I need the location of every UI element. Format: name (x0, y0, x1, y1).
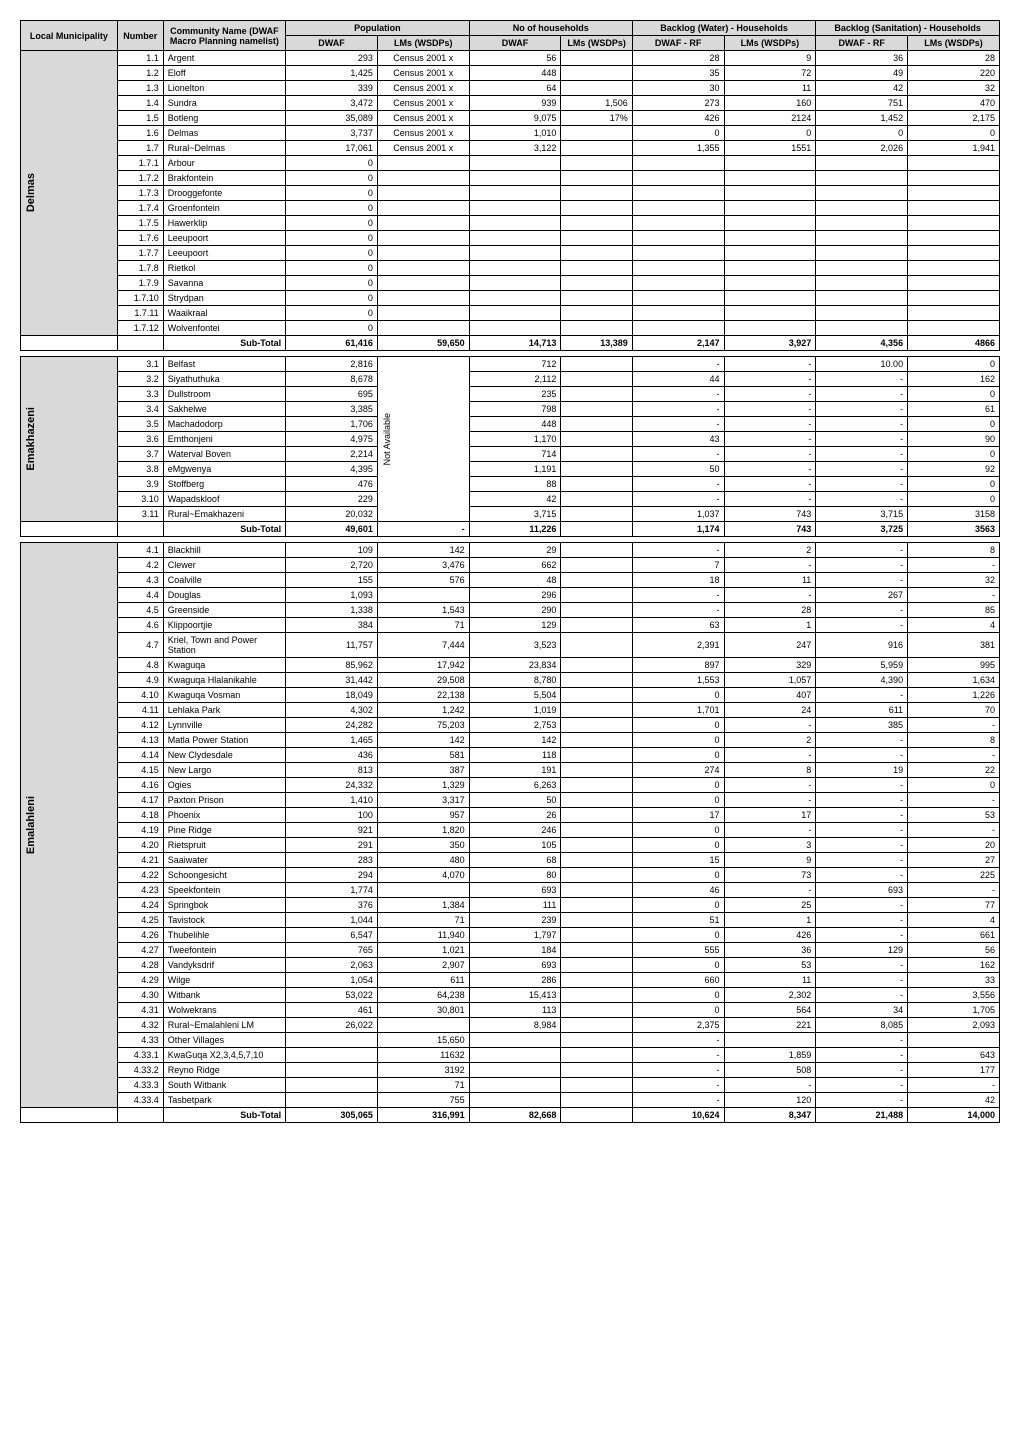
lms-not-available: Not Available (377, 357, 469, 522)
municipality-cell: Emalahleni (21, 543, 118, 1108)
table-row: 4.33.4Tasbetpark755-120-42 (21, 1093, 1000, 1108)
table-row: 4.29Wilge1,05461128666011-33 (21, 973, 1000, 988)
table-row: 1.7Rural~Delmas17,061Census 2001 x3,1221… (21, 141, 1000, 156)
table-row: 4.28Vandyksdrif2,0632,907693053-162 (21, 958, 1000, 973)
table-row: 3.4Sakhelwe3,385798---61 (21, 402, 1000, 417)
table-row: 4.22Schoongesicht2944,07080073-225 (21, 868, 1000, 883)
hdr-lms-wsdps-3: LMs (WSDPs) (724, 36, 816, 51)
table-row: 4.23Speekfontein1,77469346-693- (21, 883, 1000, 898)
table-row: 1.7.10Strydpan0 (21, 291, 1000, 306)
hdr-no-households: No of households (469, 21, 632, 36)
municipality-cell: Delmas (21, 51, 118, 336)
table-row: 4.32Rural~Emalahleni LM26,0228,9842,3752… (21, 1018, 1000, 1033)
table-row: 4.12Lynnville24,28275,2032,7530-385- (21, 718, 1000, 733)
table-row: 1.7.4Groenfontein0 (21, 201, 1000, 216)
table-row: 4.2Clewer2,7203,4766627--- (21, 558, 1000, 573)
hdr-local-municipality: Local Municipality (21, 21, 118, 51)
table-row: 4.16Ogies24,3321,3296,2630--0 (21, 778, 1000, 793)
table-row: 4.9Kwaguqa Hlalanikahle31,44229,5088,780… (21, 673, 1000, 688)
hdr-dwaf-rf: DWAF - RF (632, 36, 724, 51)
table-row: Emalahleni4.1Blackhill10914229-2-8 (21, 543, 1000, 558)
table-row: 3.11Rural~Emakhazeni20,0323,7151,0377433… (21, 507, 1000, 522)
municipality-cell: Emakhazeni (21, 357, 118, 522)
table-row: 4.33.2Reyno Ridge3192-508-177 (21, 1063, 1000, 1078)
table-row: 4.11Lehlaka Park4,3021,2421,0191,7012461… (21, 703, 1000, 718)
table-row: 4.15New Largo81338719127481922 (21, 763, 1000, 778)
municipality-backlog-table: Local Municipality Number Community Name… (20, 20, 1000, 1123)
table-row: 4.27Tweefontein7651,0211845553612956 (21, 943, 1000, 958)
hdr-lms-wsdps-4: LMs (WSDPs) (908, 36, 1000, 51)
table-row: 1.6Delmas3,737Census 2001 x1,0100000 (21, 126, 1000, 141)
table-row: 4.30Witbank53,02264,23815,41302,302-3,55… (21, 988, 1000, 1003)
table-row: Delmas1.1Argent293Census 2001 x562893628 (21, 51, 1000, 66)
table-row: 1.7.8Rietkol0 (21, 261, 1000, 276)
table-row: 4.6Klippoortjie38471129631-4 (21, 618, 1000, 633)
table-row: 4.8Kwaguqa85,96217,94223,8348973295,9599… (21, 658, 1000, 673)
table-row: 1.7.5Hawerklip0 (21, 216, 1000, 231)
table-row: 3.5Machadodorp1,706448---0 (21, 417, 1000, 432)
table-row: 3.6Emthonjeni4,9751,17043--90 (21, 432, 1000, 447)
table-row: 4.7Kriel, Town and Power Station11,7577,… (21, 633, 1000, 658)
table-row: 1.7.1Arbour0 (21, 156, 1000, 171)
table-row: 4.5Greenside1,3381,543290-28-85 (21, 603, 1000, 618)
table-row: 4.4Douglas1,093296--267- (21, 588, 1000, 603)
table-row: 4.33.3South Witbank71---- (21, 1078, 1000, 1093)
hdr-number: Number (117, 21, 163, 51)
hdr-backlog-sanitation: Backlog (Sanitation) - Households (816, 21, 1000, 36)
table-row: Emakhazeni3.1Belfast2,816Not Available71… (21, 357, 1000, 372)
table-row: 1.7.12Wolvenfontei0 (21, 321, 1000, 336)
hdr-dwaf: DWAF (286, 36, 378, 51)
table-row: 4.19Pine Ridge9211,8202460--- (21, 823, 1000, 838)
table-row: 1.7.7Leeupoort0 (21, 246, 1000, 261)
table-row: 4.18Phoenix100957261717-53 (21, 808, 1000, 823)
subtotal-row: Sub-Total61,41659,65014,71313,3892,1473,… (21, 336, 1000, 351)
table-row: 4.25Tavistock1,04471239511-4 (21, 913, 1000, 928)
table-row: 1.7.3Drooggefonte0 (21, 186, 1000, 201)
table-row: 4.3Coalville155576481811-32 (21, 573, 1000, 588)
table-row: 1.5Botleng35,089Census 2001 x9,07517%426… (21, 111, 1000, 126)
table-row: 4.20Rietspruit29135010503-20 (21, 838, 1000, 853)
table-body: Delmas1.1Argent293Census 2001 x562893628… (21, 51, 1000, 1123)
hdr-backlog-water: Backlog (Water) - Households (632, 21, 816, 36)
table-row: 1.2Eloff1,425Census 2001 x448357249220 (21, 66, 1000, 81)
hdr-dwaf-2: DWAF (469, 36, 561, 51)
hdr-dwaf-rf-2: DWAF - RF (816, 36, 908, 51)
hdr-lms-wsdps: LMs (WSDPs) (377, 36, 469, 51)
table-row: 3.2Siyathuthuka8,6782,11244--162 (21, 372, 1000, 387)
table-row: 3.9Stoffberg47688---0 (21, 477, 1000, 492)
table-row: 4.31Wolwekrans46130,8011130564341,705 (21, 1003, 1000, 1018)
table-row: 3.7Waterval Boven2,214714---0 (21, 447, 1000, 462)
subtotal-row: Sub-Total305,065316,99182,66810,6248,347… (21, 1108, 1000, 1123)
table-row: 1.4Sundra3,472Census 2001 x9391,50627316… (21, 96, 1000, 111)
table-row: 4.17Paxton Prison1,4103,317500--- (21, 793, 1000, 808)
hdr-population: Population (286, 21, 470, 36)
table-row: 3.3Dullstroom695235---0 (21, 387, 1000, 402)
table-row: 4.26Thubelihle6,54711,9401,7970426-661 (21, 928, 1000, 943)
table-row: 4.13Matla Power Station1,46514214202-8 (21, 733, 1000, 748)
table-row: 1.7.11Waaikraal0 (21, 306, 1000, 321)
table-row: 1.3Lionelton339Census 2001 x6430114232 (21, 81, 1000, 96)
table-row: 1.7.2Brakfontein0 (21, 171, 1000, 186)
table-row: 4.14New Clydesdale4365811180--- (21, 748, 1000, 763)
table-row: 4.21Saaiwater28348068159-27 (21, 853, 1000, 868)
table-row: 4.24Springbok3761,384111025-77 (21, 898, 1000, 913)
table-row: 4.33.1KwaGuqa X2,3,4,5,7,1011632-1,859-6… (21, 1048, 1000, 1063)
table-header: Local Municipality Number Community Name… (21, 21, 1000, 51)
table-row: 4.33Other Villages15,650-- (21, 1033, 1000, 1048)
table-row: 4.10Kwaguqa Vosman18,04922,1385,5040407-… (21, 688, 1000, 703)
table-row: 3.8eMgwenya4,3951,19150--92 (21, 462, 1000, 477)
hdr-lms-wsdps-2: LMs (WSDPs) (561, 36, 632, 51)
table-row: 3.10Wapadskloof22942---0 (21, 492, 1000, 507)
table-row: 1.7.9Savanna0 (21, 276, 1000, 291)
hdr-community-name: Community Name (DWAF Macro Planning name… (163, 21, 285, 51)
subtotal-row: Sub-Total49,601-11,2261,1747433,7253563 (21, 522, 1000, 537)
table-row: 1.7.6Leeupoort0 (21, 231, 1000, 246)
